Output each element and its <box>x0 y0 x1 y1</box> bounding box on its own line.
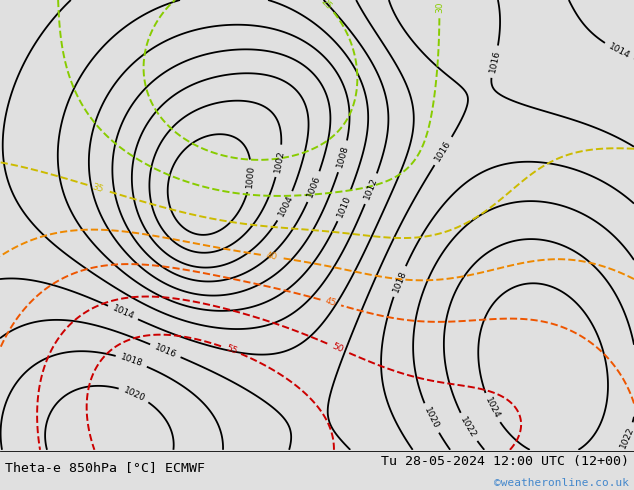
Text: ©weatheronline.co.uk: ©weatheronline.co.uk <box>494 478 629 488</box>
Text: 1004: 1004 <box>276 194 295 219</box>
Text: 55: 55 <box>224 343 238 356</box>
Text: 50: 50 <box>330 342 344 354</box>
Text: 1016: 1016 <box>153 342 178 359</box>
Text: 1020: 1020 <box>122 385 146 403</box>
Text: 45: 45 <box>324 296 337 308</box>
Text: 35: 35 <box>91 182 105 194</box>
Text: 1008: 1008 <box>335 144 351 169</box>
Text: 1006: 1006 <box>306 174 322 199</box>
Text: 1002: 1002 <box>273 149 286 173</box>
Text: 30: 30 <box>435 2 444 13</box>
Text: 1014: 1014 <box>607 42 631 60</box>
Text: 25: 25 <box>320 0 333 11</box>
Text: 1022: 1022 <box>459 415 478 440</box>
Text: Tu 28-05-2024 12:00 UTC (12+00): Tu 28-05-2024 12:00 UTC (12+00) <box>381 455 629 467</box>
Text: 1012: 1012 <box>363 176 379 201</box>
Text: 1000: 1000 <box>245 164 256 188</box>
Text: 1024: 1024 <box>483 396 501 420</box>
Text: 40: 40 <box>265 251 278 262</box>
Text: 1010: 1010 <box>335 194 353 219</box>
Text: 1016: 1016 <box>488 49 501 74</box>
Text: 1014: 1014 <box>111 304 135 321</box>
Text: 1018: 1018 <box>119 353 144 369</box>
Text: Theta-e 850hPa [°C] ECMWF: Theta-e 850hPa [°C] ECMWF <box>5 462 205 474</box>
Text: 1016: 1016 <box>433 139 453 163</box>
Text: 1022: 1022 <box>619 425 634 450</box>
Text: 1018: 1018 <box>391 269 408 294</box>
Text: 1020: 1020 <box>422 406 441 431</box>
